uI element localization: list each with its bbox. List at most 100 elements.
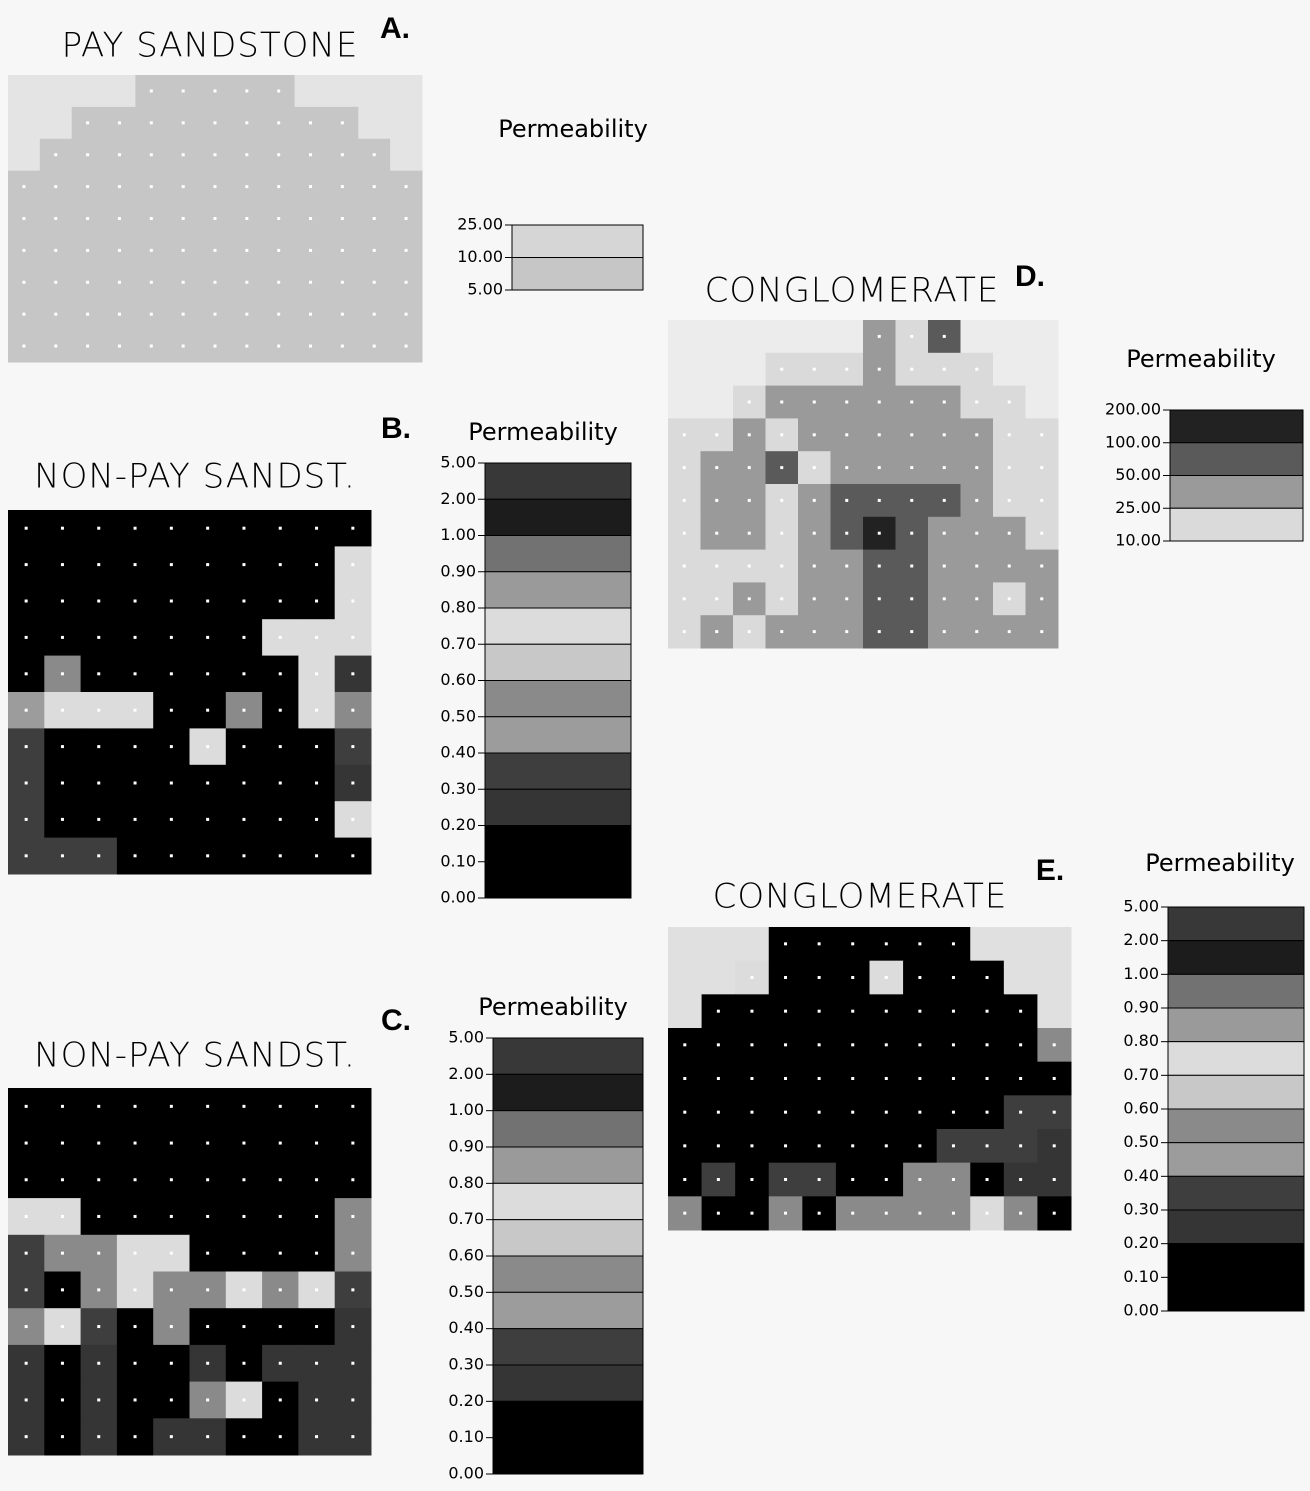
legend-band	[1169, 409, 1304, 444]
well-dot	[277, 89, 281, 93]
outside-cell	[993, 320, 1026, 354]
well-dot	[817, 1178, 821, 1181]
panel-title: NON-PAY SANDST.	[34, 457, 356, 497]
legend-tick-label: 0.20	[440, 815, 476, 834]
well-dot	[715, 433, 719, 437]
well-dot	[910, 334, 914, 338]
well-dot	[242, 672, 246, 676]
outside-cell	[326, 75, 359, 108]
well-dot	[884, 1178, 888, 1181]
well-dot	[133, 635, 137, 639]
well-dot	[683, 1178, 687, 1181]
well-dot	[169, 1214, 173, 1218]
well-dot	[117, 248, 121, 252]
well-dot	[315, 1288, 319, 1292]
legend-tick-label: 0.80	[1123, 1031, 1159, 1050]
well-dot	[278, 1435, 282, 1439]
well-dot	[149, 248, 153, 252]
well-dot	[213, 217, 217, 220]
legend-tick-label: 0.40	[448, 1318, 484, 1337]
well-dot	[1019, 1144, 1023, 1148]
well-dot	[372, 344, 376, 348]
well-dot	[169, 563, 173, 567]
well-dot	[60, 1178, 64, 1182]
well-dot	[309, 121, 313, 125]
well-dot	[213, 280, 217, 284]
legend-band	[1167, 1041, 1305, 1076]
well-dot	[985, 1009, 989, 1013]
well-dot	[169, 1361, 173, 1365]
well-dot	[133, 854, 137, 858]
well-dot	[851, 1077, 855, 1080]
well-dot	[683, 1110, 687, 1114]
well-dot	[682, 466, 686, 470]
well-dot	[133, 1398, 137, 1402]
well-dot	[750, 976, 754, 979]
well-dot	[242, 1325, 246, 1329]
legend-tick-label: 5.00	[467, 280, 503, 299]
well-dot	[315, 1325, 319, 1329]
well-dot	[54, 312, 58, 316]
well-dot	[206, 1214, 210, 1218]
legend-tick-label: 0.30	[448, 1355, 484, 1374]
well-dot	[206, 1325, 210, 1329]
well-dot	[340, 280, 344, 284]
outside-cell	[830, 320, 864, 354]
well-dot	[817, 942, 821, 946]
well-dot	[22, 344, 26, 348]
well-dot	[169, 1288, 173, 1292]
well-dot	[372, 153, 376, 157]
well-dot	[784, 1077, 788, 1080]
legend-tick-label: 0.50	[440, 706, 476, 725]
well-dot	[750, 1178, 754, 1181]
well-dot	[1040, 498, 1044, 502]
well-dot	[812, 630, 816, 634]
well-dot	[133, 1288, 137, 1292]
well-dot	[278, 526, 282, 530]
well-dot	[245, 217, 249, 220]
well-dot	[683, 1077, 687, 1080]
well-dot	[910, 433, 914, 437]
well-dot	[309, 153, 313, 157]
legend-band	[484, 535, 632, 573]
well-dot	[133, 1361, 137, 1365]
well-dot	[715, 466, 719, 470]
well-dot	[910, 466, 914, 470]
well-dot	[60, 635, 64, 639]
legend-tick-label: 0.10	[448, 1427, 484, 1446]
well-dot	[97, 781, 101, 785]
well-dot	[242, 1141, 246, 1145]
well-dot	[747, 630, 751, 634]
well-dot	[975, 630, 979, 634]
well-dot	[149, 89, 153, 93]
outside-cell	[700, 320, 734, 354]
well-dot	[169, 817, 173, 821]
legend-tick-label: 0.40	[1123, 1166, 1159, 1185]
well-dot	[951, 1009, 955, 1013]
outside-cell	[1025, 385, 1059, 419]
outside-cell	[39, 106, 73, 140]
well-dot	[951, 1211, 955, 1215]
well-dot	[86, 185, 90, 189]
legend-band	[1169, 507, 1304, 542]
well-dot	[181, 248, 185, 252]
well-dot	[213, 153, 217, 157]
well-dot	[780, 433, 784, 437]
well-dot	[242, 745, 246, 749]
well-dot	[133, 563, 137, 567]
outside-cell	[668, 352, 701, 387]
well-dot	[24, 526, 28, 530]
outside-cell	[1003, 927, 1038, 962]
well-dot	[97, 1435, 101, 1439]
panel-letter: D.	[1015, 260, 1045, 293]
well-dot	[851, 942, 855, 946]
well-dot	[24, 1178, 28, 1182]
well-dot	[54, 185, 58, 189]
well-dot	[1052, 1178, 1056, 1181]
well-dot	[884, 1110, 888, 1114]
well-dot	[351, 599, 355, 603]
legend-band	[484, 607, 632, 645]
well-dot	[351, 1251, 355, 1255]
well-dot	[181, 153, 185, 157]
well-dot	[750, 1009, 754, 1013]
